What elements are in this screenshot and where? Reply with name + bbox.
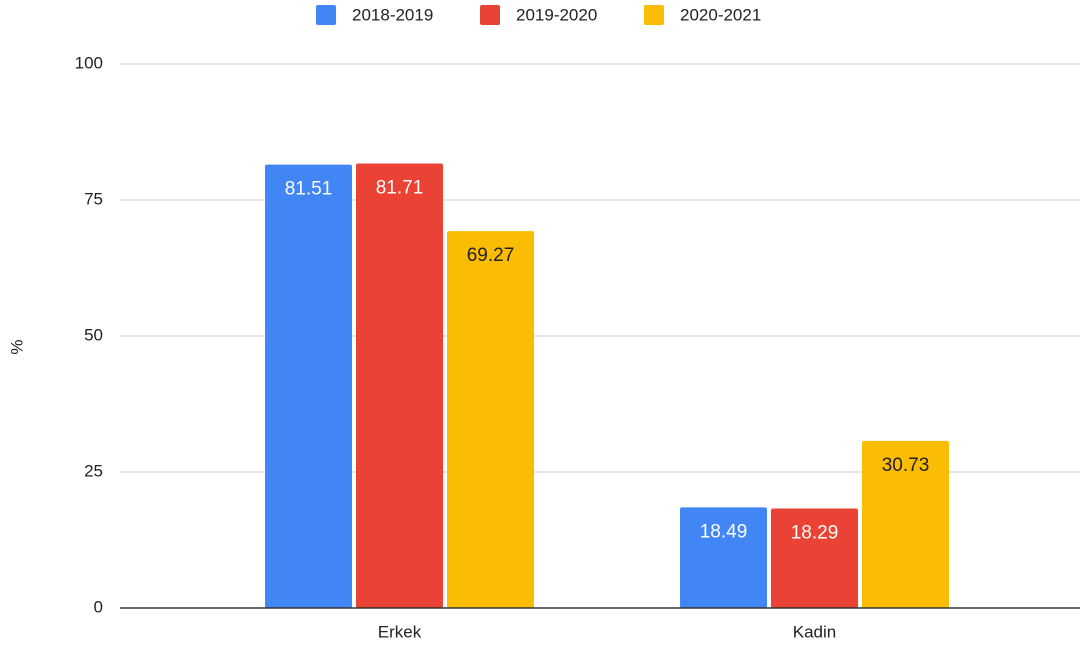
bar: [265, 164, 352, 608]
data-label: 81.71: [376, 178, 424, 199]
y-tick-label: 50: [84, 325, 103, 344]
data-label: 18.29: [791, 523, 839, 544]
y-tick-label: 75: [84, 189, 103, 208]
y-tick-label: 0: [94, 597, 103, 616]
y-tick-label: 100: [75, 53, 103, 72]
x-tick-label: Erkek: [378, 622, 422, 641]
bar: [356, 163, 443, 608]
y-axis-title: %: [7, 339, 26, 354]
legend-swatch: [316, 5, 336, 25]
data-label: 30.73: [882, 455, 930, 476]
legend-label: 2019-2020: [516, 5, 597, 24]
bar: [680, 507, 767, 608]
legend-label: 2020-2021: [680, 5, 761, 24]
legend-label: 2018-2019: [352, 5, 433, 24]
data-label: 81.51: [285, 179, 333, 200]
data-label: 69.27: [467, 245, 515, 266]
bar: [862, 440, 949, 608]
y-tick-label: 25: [84, 461, 103, 480]
legend-swatch: [644, 5, 664, 25]
x-tick-label: Kadin: [793, 622, 836, 641]
legend-swatch: [480, 5, 500, 25]
bar: [447, 231, 534, 608]
data-label: 18.49: [700, 521, 748, 542]
bar: [771, 508, 858, 608]
